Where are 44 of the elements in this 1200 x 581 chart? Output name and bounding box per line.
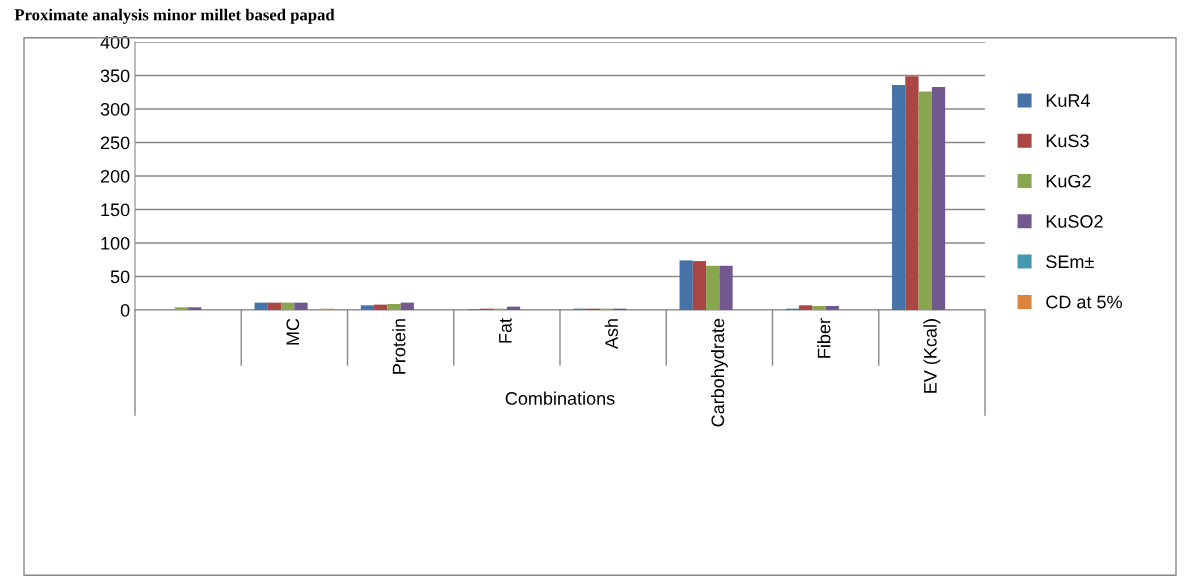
x-tick-label: MC xyxy=(286,318,300,345)
bar xyxy=(374,304,388,310)
bar xyxy=(825,305,839,310)
bar xyxy=(706,265,720,310)
x-tick-label: Carbohydrate xyxy=(710,318,728,427)
y-tick-label: 150 xyxy=(101,203,130,217)
x-tick-label: Fat xyxy=(499,318,512,343)
x-tick-label: Protein xyxy=(392,319,406,374)
y-tick-label: 100 xyxy=(101,236,130,250)
legend-label: SEm± xyxy=(1046,255,1094,269)
legend-label: KuR4 xyxy=(1046,94,1090,107)
y-tick-label: 50 xyxy=(110,270,130,284)
bar xyxy=(812,305,826,310)
bar xyxy=(918,91,932,310)
y-tick-label: 200 xyxy=(100,169,130,183)
bar xyxy=(799,305,813,310)
y-tick-label: 250 xyxy=(100,136,130,150)
bar xyxy=(692,261,707,310)
bar xyxy=(174,307,189,310)
bar xyxy=(294,302,308,310)
x-tick-label: Ash xyxy=(604,319,618,350)
y-tick-label: 300 xyxy=(100,102,130,116)
bar xyxy=(387,303,401,310)
bar xyxy=(400,302,414,310)
bar xyxy=(719,265,733,310)
bar xyxy=(892,84,906,310)
legend-label: KuS3 xyxy=(1046,134,1089,148)
legend-label: CD at 5% xyxy=(1046,295,1122,309)
chart-title: Proximate analysis minor millet based papad xyxy=(14,8,335,24)
bar xyxy=(281,302,295,310)
x-tick-label: EV (Kcal) xyxy=(923,319,941,393)
bar xyxy=(360,305,375,310)
legend-label: KuSO2 xyxy=(1046,215,1103,228)
x-axis-title: Combinations xyxy=(505,391,615,405)
y-tick-label: 0 xyxy=(120,303,130,317)
bar xyxy=(188,307,202,310)
bar xyxy=(931,86,946,310)
y-tick-label: 350 xyxy=(100,69,130,83)
bar xyxy=(905,76,919,310)
x-tick-label: Fiber xyxy=(817,318,831,358)
legend-label: KuG2 xyxy=(1046,174,1091,188)
bar xyxy=(267,302,282,310)
bar xyxy=(254,302,268,310)
bar xyxy=(679,260,693,310)
